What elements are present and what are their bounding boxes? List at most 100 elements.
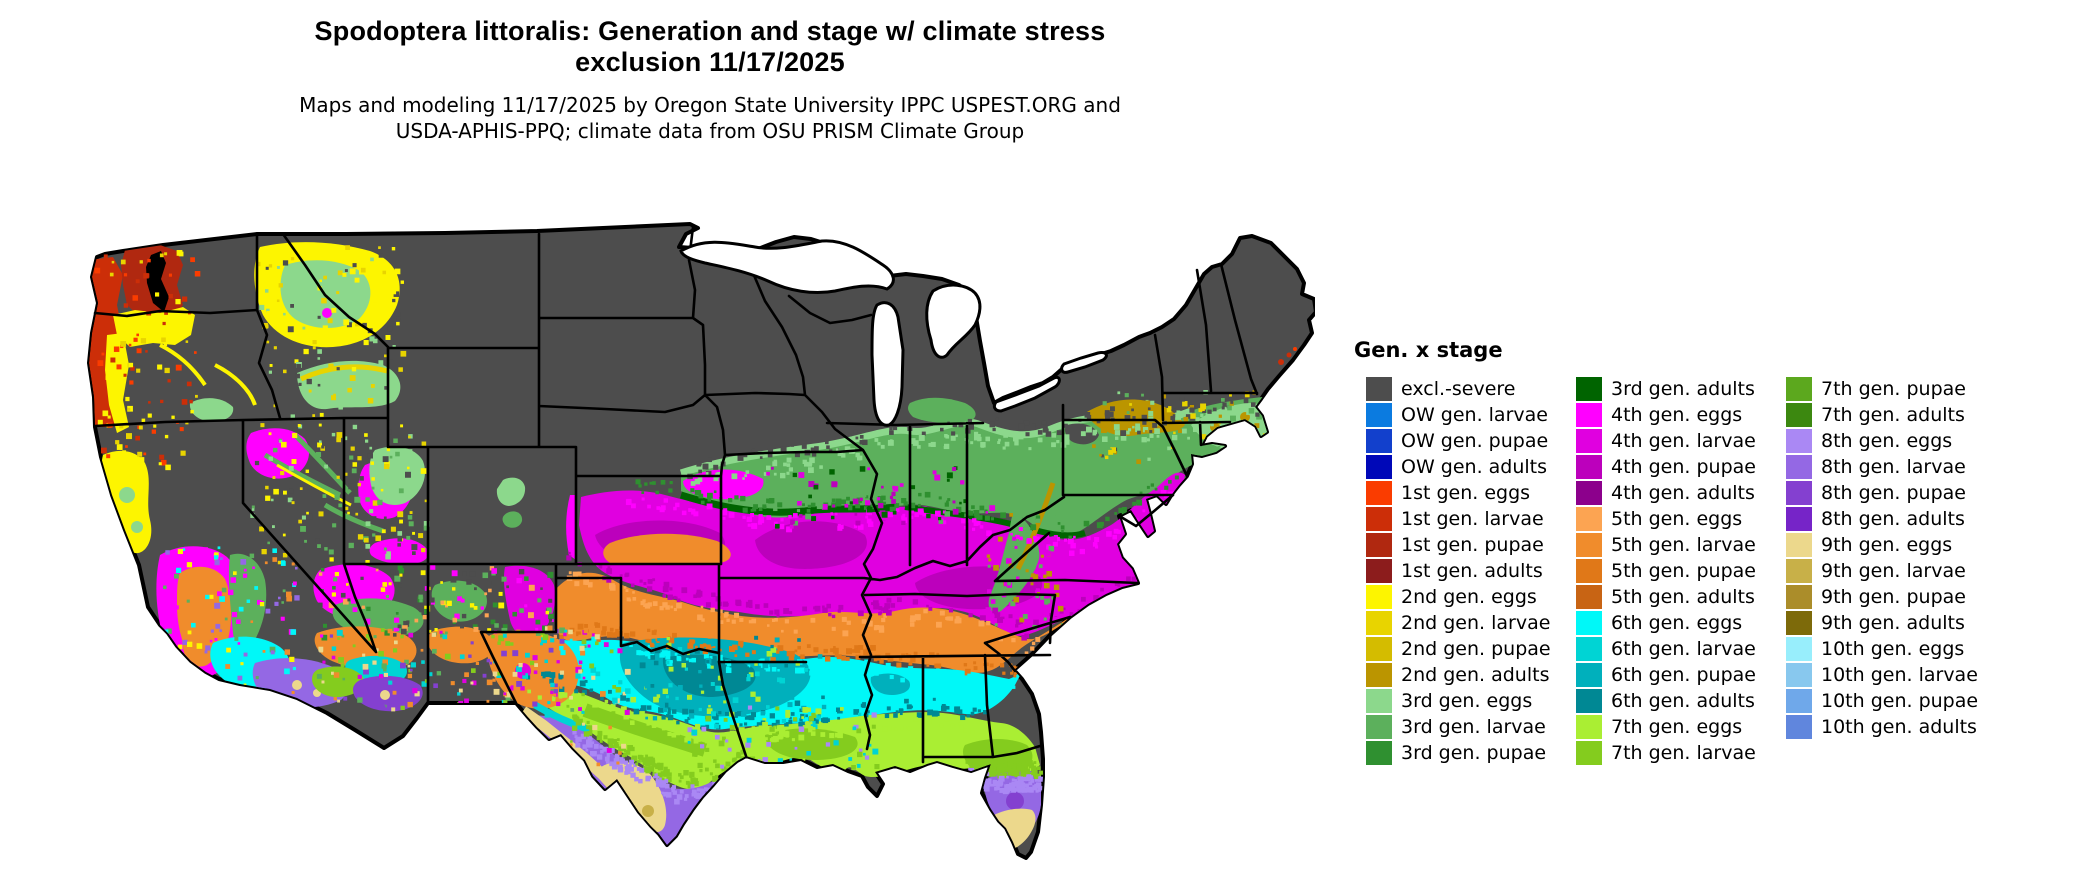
lake-ontario <box>1060 351 1108 374</box>
legend-item-8a: 8th gen. adults <box>1786 506 1978 532</box>
patch-gen4-texas-panhandle <box>503 565 556 638</box>
legend-swatch-3e <box>1366 689 1392 713</box>
legend-label-6e: 6th gen. eggs <box>1611 612 1743 634</box>
legend-item-10a: 10th gen. adults <box>1786 714 1978 740</box>
legend-item-1l: 1st gen. larvae <box>1366 506 1551 532</box>
legend-label-1p: 1st gen. pupae <box>1401 534 1544 556</box>
legend-swatch-5p <box>1576 559 1602 583</box>
legend-label-10e: 10th gen. eggs <box>1821 638 1965 660</box>
patch-green-w-newmexico <box>431 580 487 622</box>
legend-item-6p: 6th gen. pupae <box>1576 662 1756 688</box>
legend-item-9p: 9th gen. pupae <box>1786 584 1978 610</box>
legend-label-3a: 3rd gen. adults <box>1611 378 1755 400</box>
patch-gen4-dark-missouri <box>755 521 867 569</box>
legend-label-6p: 6th gen. pupae <box>1611 664 1756 686</box>
patch-gen10-keys-1 <box>1009 862 1015 868</box>
patch-gen6-teal-core <box>662 654 756 698</box>
legend-label-5l: 5th gen. larvae <box>1611 534 1756 556</box>
patch-gen3-appalachia <box>988 511 1040 613</box>
patch-red-maine-1 <box>1278 359 1284 365</box>
legend-item-ow-p: OW gen. pupae <box>1366 428 1551 454</box>
legend-label-3l: 3rd gen. larvae <box>1401 716 1546 738</box>
legend-label-7p: 7th gen. pupae <box>1821 378 1966 400</box>
legend-label-ow-l: OW gen. larvae <box>1401 404 1548 426</box>
legend-item-excl: excl.-severe <box>1366 376 1551 402</box>
legend-label-1e: 1st gen. eggs <box>1401 482 1531 504</box>
map-title: Spodoptera littoralis: Generation and st… <box>0 16 1420 78</box>
map-subtitle-line2: USDA-APHIS-PPQ; climate data from OSU PR… <box>395 119 1025 143</box>
legend-item-5p: 5th gen. pupae <box>1576 558 1756 584</box>
legend-label-9l: 9th gen. larvae <box>1821 560 1966 582</box>
patch-green-norcal-2 <box>131 521 143 533</box>
legend-swatch-3p <box>1366 741 1392 765</box>
legend-swatch-10a <box>1786 715 1812 739</box>
legend-swatch-1a <box>1366 559 1392 583</box>
patch-chartreuse-arizona <box>312 666 364 698</box>
lake-superior <box>679 239 895 295</box>
patch-gen3-michigan <box>908 397 976 424</box>
legend-label-9p: 9th gen. pupae <box>1821 586 1966 608</box>
legend-item-5l: 5th gen. larvae <box>1576 532 1756 558</box>
legend-label-2e: 2nd gen. eggs <box>1401 586 1537 608</box>
legend-swatch-5e <box>1576 507 1602 531</box>
patch-khaki-socal-1 <box>292 680 302 690</box>
legend-item-ow-l: OW gen. larvae <box>1366 402 1551 428</box>
legend-item-10e: 10th gen. eggs <box>1786 636 1978 662</box>
patch-gen7-larvae-texas <box>582 703 708 757</box>
patch-red-maine-3 <box>1293 347 1297 351</box>
patch-gen8-pupae-florida <box>1006 792 1024 810</box>
legend-item-6a: 6th gen. adults <box>1576 688 1756 714</box>
legend-swatch-8e <box>1786 429 1812 453</box>
patch-green-oregon <box>189 398 234 422</box>
puget-sound-water <box>146 251 169 312</box>
us-map-svg <box>87 222 1318 868</box>
legend-swatch-8a <box>1786 507 1812 531</box>
legend-item-9a: 9th gen. adults <box>1786 610 1978 636</box>
legend-swatch-1e <box>1366 481 1392 505</box>
legend-swatch-5a <box>1576 585 1602 609</box>
patch-magenta-columbia <box>322 308 332 318</box>
patch-khaki-arizona <box>380 690 390 700</box>
patch-magenta-e-colorado <box>566 495 576 560</box>
legend-label-8e: 8th gen. eggs <box>1821 430 1953 452</box>
patch-gold-snake-edge <box>299 364 388 382</box>
legend: Gen. x stage excl.-severe OW gen. larvae O… <box>1352 338 2092 765</box>
patch-gold-appalachia <box>1015 482 1056 571</box>
legend-swatch-8l <box>1786 455 1812 479</box>
legend-item-7l: 7th gen. larvae <box>1576 740 1756 766</box>
us-generation-map <box>65 165 1318 892</box>
legend-item-9l: 9th gen. larvae <box>1786 558 1978 584</box>
legend-item-4a: 4th gen. adults <box>1576 480 1756 506</box>
legend-swatch-10e <box>1786 637 1812 661</box>
legend-item-2l: 2nd gen. larvae <box>1366 610 1551 636</box>
legend-swatch-6e <box>1576 611 1602 635</box>
legend-item-7e: 7th gen. eggs <box>1576 714 1756 740</box>
legend-label-5e: 5th gen. eggs <box>1611 508 1743 530</box>
legend-swatch-4l <box>1576 429 1602 453</box>
patch-green-colorado-1 <box>496 477 526 506</box>
legend-swatch-2e <box>1366 585 1392 609</box>
legend-item-5a: 5th gen. adults <box>1576 584 1756 610</box>
legend-swatch-7a <box>1786 403 1812 427</box>
legend-item-2a: 2nd gen. adults <box>1366 662 1551 688</box>
legend-item-8l: 8th gen. larvae <box>1786 454 1978 480</box>
legend-label-1l: 1st gen. larvae <box>1401 508 1544 530</box>
legend-label-5p: 5th gen. pupae <box>1611 560 1756 582</box>
legend-label-7a: 7th gen. adults <box>1821 404 1965 426</box>
legend-swatch-6l <box>1576 637 1602 661</box>
legend-column-3: 7th gen. pupae 7th gen. adults 8th gen. eg… <box>1786 376 1978 740</box>
legend-label-5a: 5th gen. adults <box>1611 586 1755 608</box>
legend-swatch-4a <box>1576 481 1602 505</box>
legend-swatch-4e <box>1576 403 1602 427</box>
legend-swatch-4p <box>1576 455 1602 479</box>
legend-item-3l: 3rd gen. larvae <box>1366 714 1551 740</box>
patch-yellow-washington <box>113 307 195 347</box>
legend-title: Gen. x stage <box>1354 338 1503 362</box>
legend-item-2p: 2nd gen. pupae <box>1366 636 1551 662</box>
state-borders <box>93 225 1259 764</box>
legend-label-3p: 3rd gen. pupae <box>1401 742 1547 764</box>
legend-label-10a: 10th gen. adults <box>1821 716 1977 738</box>
legend-column-1: excl.-severe OW gen. larvae OW gen. pupae O… <box>1366 376 1551 766</box>
legend-item-10l: 10th gen. larvae <box>1786 662 1978 688</box>
